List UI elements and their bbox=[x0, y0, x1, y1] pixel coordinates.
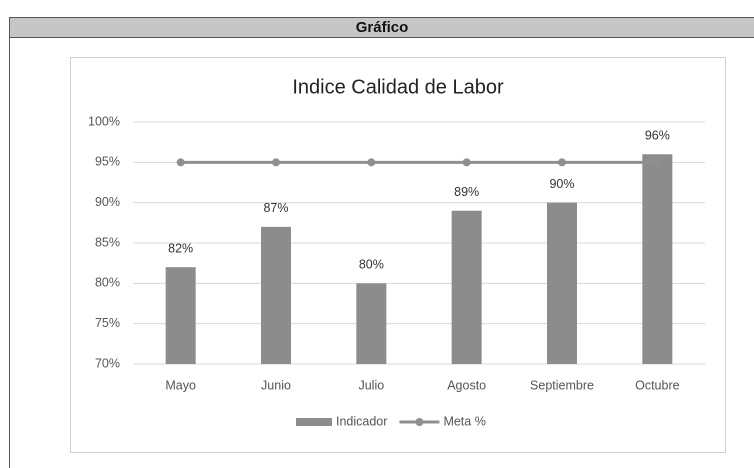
line-marker bbox=[176, 158, 185, 167]
x-tick-label: Junio bbox=[261, 378, 291, 392]
x-tick-label: Agosto bbox=[447, 378, 486, 392]
x-tick-label: Mayo bbox=[165, 378, 196, 392]
data-label: 87% bbox=[263, 201, 288, 215]
line-marker bbox=[462, 158, 471, 167]
cell-border bbox=[9, 38, 10, 468]
line-marker bbox=[272, 158, 280, 167]
data-label: 80% bbox=[359, 258, 384, 272]
data-label: 90% bbox=[549, 177, 574, 191]
data-label: 96% bbox=[645, 129, 670, 143]
line-marker bbox=[558, 158, 566, 167]
y-tick-label: 80% bbox=[95, 276, 120, 290]
legend-swatch bbox=[296, 418, 332, 426]
data-label: 82% bbox=[168, 241, 193, 255]
legend-label: Indicador bbox=[336, 414, 387, 428]
x-tick-label: Septiembre bbox=[530, 378, 594, 392]
bar bbox=[642, 154, 673, 364]
y-tick-label: 85% bbox=[95, 235, 120, 249]
chart-title: Indice Calidad de Labor bbox=[292, 76, 504, 98]
bar bbox=[547, 202, 577, 364]
y-tick-label: 90% bbox=[95, 195, 120, 209]
y-tick-label: 100% bbox=[88, 114, 120, 128]
bar bbox=[451, 210, 482, 364]
bar bbox=[356, 283, 387, 364]
sheet-header: Gráfico bbox=[9, 17, 754, 38]
line-marker bbox=[367, 158, 376, 167]
legend-marker bbox=[415, 418, 424, 426]
x-tick-label: Octubre bbox=[635, 378, 680, 392]
data-label: 89% bbox=[454, 185, 479, 199]
y-tick-label: 70% bbox=[95, 356, 120, 370]
y-tick-label: 95% bbox=[95, 155, 120, 169]
bar bbox=[261, 226, 291, 364]
x-tick-label: Julio bbox=[358, 378, 384, 392]
bar bbox=[165, 267, 196, 364]
legend-label: Meta % bbox=[443, 414, 485, 428]
chart-area bbox=[70, 57, 726, 453]
y-tick-label: 75% bbox=[95, 316, 120, 330]
line-marker bbox=[653, 158, 662, 167]
